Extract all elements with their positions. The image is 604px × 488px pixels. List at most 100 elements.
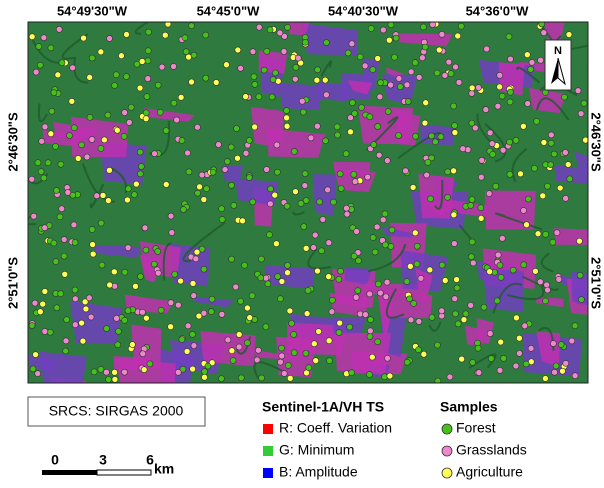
sample-point	[565, 162, 571, 168]
sample-point	[279, 345, 285, 351]
sample-point	[128, 104, 134, 110]
sample-point	[397, 84, 403, 90]
sample-point	[452, 296, 458, 302]
sample-point	[487, 330, 493, 336]
sample-point	[521, 262, 527, 268]
sample-point	[284, 203, 290, 209]
sample-point	[537, 279, 543, 285]
sample-point	[238, 298, 244, 304]
sample-point	[29, 323, 35, 329]
sample-point	[201, 266, 207, 272]
sample-point	[139, 58, 145, 64]
sample-point	[445, 194, 451, 200]
sample-point	[507, 56, 513, 62]
sample-point	[90, 242, 96, 248]
sample-point	[277, 30, 283, 36]
sample-point	[186, 169, 192, 175]
sample-point	[317, 199, 323, 205]
sample-point	[421, 351, 427, 357]
sample-point	[274, 169, 280, 175]
sample-point	[203, 32, 209, 38]
sample-point	[291, 148, 297, 154]
legend-label: R: Coeff. Variation	[279, 420, 392, 436]
sample-point	[554, 230, 560, 236]
sample-point	[494, 298, 500, 304]
sample-point	[541, 30, 547, 36]
sample-point	[349, 100, 355, 106]
sample-point	[385, 108, 391, 114]
sample-point	[277, 359, 283, 365]
sample-point	[305, 288, 311, 294]
sample-point	[427, 267, 433, 273]
sample-point	[201, 197, 207, 203]
sample-point	[371, 142, 377, 148]
sample-point	[269, 94, 275, 100]
sample-point	[382, 374, 388, 380]
sample-point	[524, 222, 530, 228]
sample-point	[115, 342, 121, 348]
sample-point	[79, 320, 85, 326]
sample-point	[323, 40, 329, 46]
sample-point	[263, 324, 269, 330]
crs-label: SRCS: SIRGAS 2000	[49, 403, 184, 419]
sample-point	[558, 342, 564, 348]
sample-point	[452, 130, 458, 136]
sample-point	[338, 186, 344, 192]
sample-point	[99, 262, 105, 268]
sample-point	[70, 192, 76, 198]
sample-point	[326, 338, 332, 344]
sample-point	[39, 138, 45, 144]
sample-point	[572, 373, 578, 379]
sample-point	[365, 174, 371, 180]
sample-point	[287, 375, 293, 381]
sample-point	[112, 369, 118, 375]
sample-point	[72, 240, 78, 246]
sample-point	[497, 84, 503, 90]
sample-point	[243, 94, 249, 100]
sample-point	[375, 55, 381, 61]
sample-point	[118, 53, 124, 59]
sample-point	[284, 24, 290, 30]
sample-point	[337, 171, 343, 177]
sample-point	[499, 93, 505, 99]
sample-point	[143, 116, 149, 122]
sample-point	[272, 70, 278, 76]
sample-point	[79, 142, 85, 148]
sample-point	[343, 205, 349, 211]
latitude-label: 2°46'30"S	[589, 112, 604, 172]
sample-point	[54, 305, 60, 311]
sample-point	[270, 76, 276, 82]
sample-point	[289, 320, 295, 326]
sample-point	[562, 150, 568, 156]
sample-point	[380, 27, 386, 33]
sample-point	[469, 197, 475, 203]
sample-point	[422, 120, 428, 126]
sample-point	[37, 62, 43, 68]
sample-point	[175, 369, 181, 375]
sample-point	[133, 181, 139, 187]
sample-point	[105, 198, 111, 204]
sample-point	[475, 345, 481, 351]
legend: Sentinel-1A/VH TS Samples R: Coeff. Vari…	[262, 399, 527, 480]
sample-point	[87, 74, 93, 80]
sample-point	[213, 79, 219, 85]
sample-point	[35, 160, 41, 166]
sample-point	[388, 22, 394, 28]
sample-point	[388, 243, 394, 249]
sample-point	[246, 137, 252, 143]
sample-point	[302, 39, 308, 45]
sample-point	[384, 279, 390, 285]
legend-symbol	[442, 424, 452, 434]
sample-point	[42, 288, 48, 294]
sample-point	[152, 151, 158, 157]
sample-point	[413, 133, 419, 139]
sample-point	[454, 277, 460, 283]
sample-point	[171, 63, 177, 69]
sample-point	[114, 315, 120, 321]
sample-point	[287, 308, 293, 314]
sample-point	[267, 27, 273, 33]
sample-point	[240, 218, 246, 224]
sample-point	[347, 324, 353, 330]
sample-point	[404, 82, 410, 88]
sample-point	[29, 34, 35, 40]
